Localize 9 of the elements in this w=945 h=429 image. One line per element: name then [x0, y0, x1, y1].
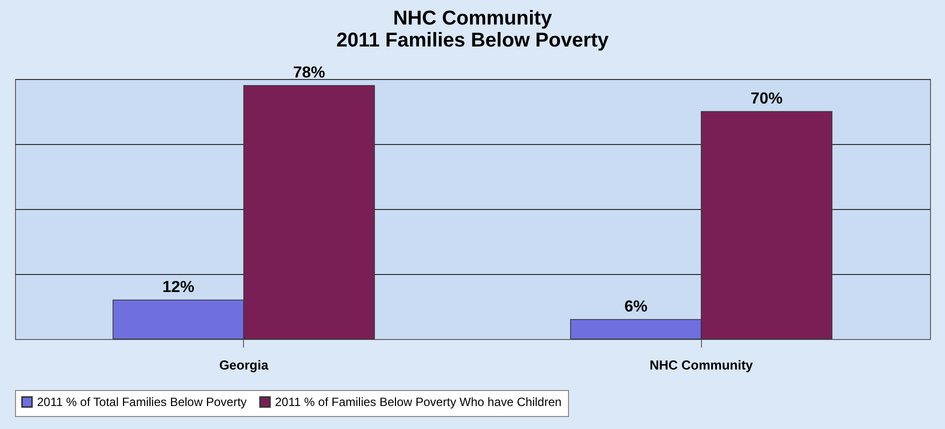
x-tick-label: Georgia [219, 358, 270, 372]
data-label: 70% [750, 90, 783, 108]
x-tick-label: NHC Community [650, 358, 754, 372]
legend-label: 2011 % of Families Below Poverty Who have Children [275, 395, 562, 409]
chart-title: NHC Community 2011 Families Below Poverty [336, 8, 610, 52]
data-label: 78% [293, 64, 326, 82]
data-label: 6% [624, 298, 648, 316]
legend-label: 2011 % of Total Families Below Poverty [37, 395, 247, 409]
data-label: 12% [162, 279, 194, 296]
